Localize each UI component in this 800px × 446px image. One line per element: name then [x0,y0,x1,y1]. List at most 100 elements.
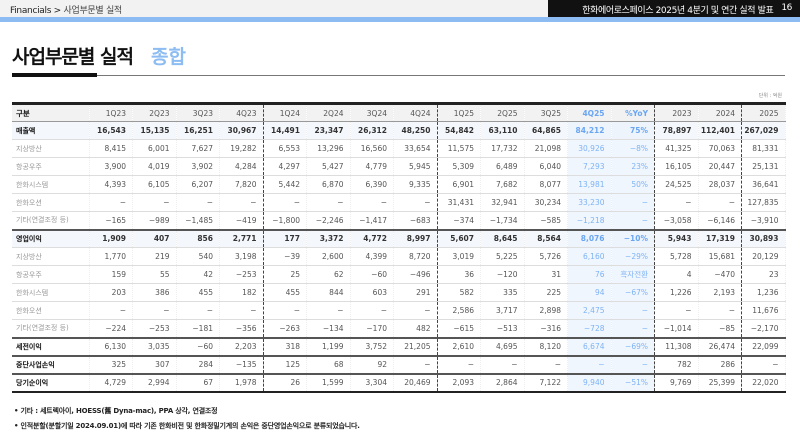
table-cell: −39 [263,247,307,266]
row-label: 당기순이익 [12,372,90,392]
table-cell: −60 [350,265,394,284]
table-cell: −470 [698,265,742,284]
table-cell: 4,019 [132,157,177,176]
row-label: 지상방산 [12,139,90,158]
breadcrumb-separator: > [53,6,62,16]
table-cell: −1,485 [176,211,220,230]
table-cell: 159 [89,265,133,284]
page-title: 사업부문별 실적 [12,46,134,68]
table-cell: 81,331 [741,139,786,158]
table-cell: − [611,211,655,230]
column-header: 4Q23 [219,103,264,122]
table-cell: −29% [611,247,655,266]
deck-title: 한화에어로스페이스 2025년 4분기 및 연간 실적 발표 [582,6,774,16]
table-cell: −2,246 [306,211,351,230]
table-cell: −1,014 [654,319,699,338]
table-cell: 7,627 [176,139,220,158]
table-cell: 2,475 [567,301,612,320]
table-row: 당기순이익 4,729 2,994 67 1,978 26 1,599 3,304 20,469… [12,372,786,392]
table-cell: 76 [567,265,612,284]
table-cell: − [611,354,655,374]
table-cell: 23,347 [306,121,351,140]
table-cell: −69% [611,336,655,356]
table-cell: 3,372 [306,228,351,248]
table-cell: 33,230 [567,193,612,212]
table-cell: 3,035 [132,336,177,356]
table-cell: 5,728 [654,247,699,266]
table-cell: 6,130 [89,336,133,356]
table-row: 지상방산 1,770 219 540 3,198 −39 2,600 4,399 8,720 3,… [12,247,786,266]
table-cell: 318 [263,336,307,356]
row-label: 중단사업손익 [12,354,90,374]
table-cell: − [176,301,220,320]
table-cell: −6,146 [698,211,742,230]
table-cell: 20,129 [741,247,786,266]
table-row: 기타(연결조정 등) −165 −989 −1,485 −419 −1,800 −2,246… [12,211,786,230]
table-cell: 3,902 [176,157,220,176]
table-cell: 22,020 [741,372,786,392]
table-cell: 8,997 [393,228,438,248]
table-cell: 8,415 [89,139,133,158]
breadcrumb-root[interactable]: Financials [10,6,52,16]
title-underline [12,73,97,77]
header-row: 구분 1Q23 2Q23 3Q23 4Q23 1Q24 2Q24 3Q24 4Q24 1Q25 2Q… [12,103,786,122]
table-cell: 3,198 [219,247,264,266]
table-cell: 26 [263,372,307,392]
table-cell: 7,122 [524,372,568,392]
table-cell: −263 [263,319,307,338]
table-cell: −2,170 [741,319,786,338]
table-cell: 4,772 [350,228,394,248]
row-label: 지상방산 [12,247,90,266]
table-cell: 4,393 [89,175,133,194]
table-cell: 284 [176,354,220,374]
table-cell: 1,199 [306,336,351,356]
table-cell: 6,040 [524,157,568,176]
table-cell: 25,131 [741,157,786,176]
table-cell: 5,945 [393,157,438,176]
table-cell: 30,234 [524,193,568,212]
table-cell: 6,901 [437,175,481,194]
table-cell: 844 [306,283,351,302]
table-cell: 177 [263,228,307,248]
divider [97,75,785,76]
table-cell: 3,900 [89,157,133,176]
table-cell: 4,695 [480,336,525,356]
table-cell: 225 [524,283,568,302]
table-row: 기타(연결조정 등) −224 −253 −181 −356 −263 −134 −170 48… [12,319,786,338]
table-cell: − [567,354,612,374]
table-cell: 15,681 [698,247,742,266]
table-cell: 112,401 [698,121,742,140]
table-cell: 2,093 [437,372,481,392]
breadcrumb: Financials > 사업부문별 실적 [10,3,122,16]
table-cell: − [611,193,655,212]
table-cell: 6,553 [263,139,307,158]
table-cell: 92 [350,354,394,374]
table-cell: 55 [132,265,177,284]
table-cell: 42 [176,265,220,284]
table-cell: − [219,193,264,212]
table-cell: 125 [263,354,307,374]
table-cell: 407 [132,228,177,248]
table-cell: 386 [132,283,177,302]
table-cell: − [393,301,438,320]
table-cell: 2,586 [437,301,481,320]
table-cell: 68 [306,354,351,374]
column-header: 2Q25 [480,103,525,122]
table-cell: − [611,301,655,320]
table-cell: −1,734 [480,211,525,230]
table-cell: 2,771 [219,228,264,248]
table-cell: −683 [393,211,438,230]
table-cell: 1,599 [306,372,351,392]
table-cell: 286 [698,354,742,374]
table-cell: − [741,354,786,374]
footnote-1: • 기타 : 세트렉아이, HOESS(舊 Dyna-mac), PPA 상각,… [14,407,218,415]
table-row: 한화오션 − − − − − − − −2,586 3,717 2,898 2,475− − −11,67… [12,301,786,320]
table-cell: 24,525 [654,175,699,194]
table-cell: 6,489 [480,157,525,176]
table-cell: −253 [219,265,264,284]
table-cell: 13,296 [306,139,351,158]
page-number: 16 [781,3,792,13]
table-cell: 5,726 [524,247,568,266]
page-subtitle: 종합 [150,46,186,68]
table-cell: 6,105 [132,175,177,194]
